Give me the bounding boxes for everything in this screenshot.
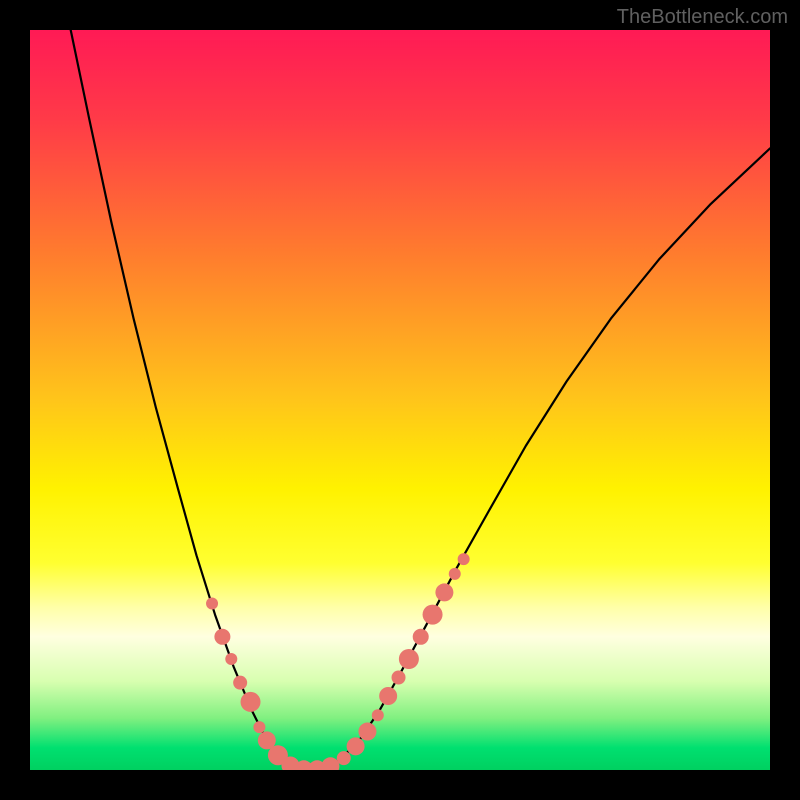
data-marker (233, 676, 247, 690)
data-marker (241, 692, 261, 712)
data-marker (379, 687, 397, 705)
data-marker (435, 583, 453, 601)
data-marker (399, 649, 419, 669)
data-marker (337, 751, 351, 765)
data-marker (347, 737, 365, 755)
data-marker (253, 721, 265, 733)
data-marker (358, 723, 376, 741)
data-marker (413, 629, 429, 645)
plot-area (30, 30, 770, 770)
data-marker (458, 553, 470, 565)
watermark-text: TheBottleneck.com (617, 6, 788, 29)
data-marker (372, 709, 384, 721)
data-marker (214, 629, 230, 645)
data-marker (225, 653, 237, 665)
chart-svg (30, 30, 770, 770)
data-marker (206, 598, 218, 610)
data-marker (449, 568, 461, 580)
data-marker (392, 671, 406, 685)
data-marker (423, 605, 443, 625)
chart-container: TheBottleneck.com (0, 0, 800, 800)
